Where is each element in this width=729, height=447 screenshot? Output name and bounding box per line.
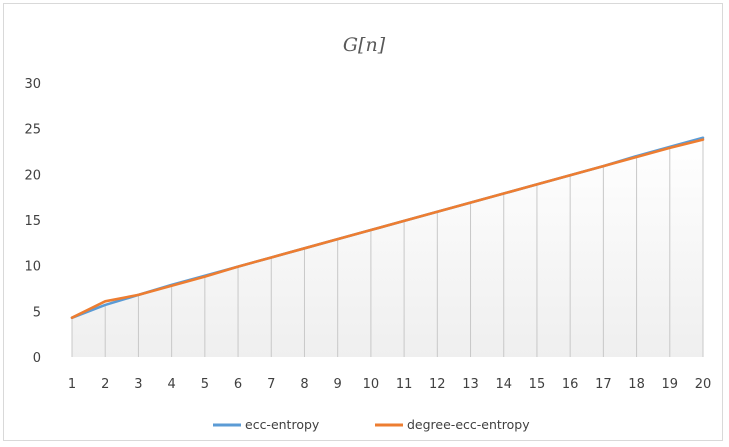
x-tick-label: 7 <box>267 377 275 392</box>
x-tick-label: 6 <box>234 377 242 392</box>
x-tick-label: 20 <box>695 377 712 392</box>
y-tick-label: 15 <box>24 214 41 229</box>
x-tick-label: 18 <box>628 377 645 392</box>
legend-label: ecc-entropy <box>245 417 320 432</box>
x-tick-label: 19 <box>662 377 679 392</box>
y-tick-label: 25 <box>24 123 41 138</box>
series-line-degree-ecc-entropy <box>70 138 705 320</box>
legend-label: degree-ecc-entropy <box>407 417 530 432</box>
chart-frame: G[n] 0 5 10 15 20 25 30 1 2 3 4 5 6 7 8 9 10 11 12 13 14 15 1… <box>3 3 723 441</box>
y-tick-label: 10 <box>24 260 41 275</box>
x-tick-label: 14 <box>495 377 512 392</box>
x-tick-label: 5 <box>201 377 209 392</box>
x-tick-label: 15 <box>529 377 546 392</box>
y-tick-label: 0 <box>33 351 41 366</box>
x-tick-label: 16 <box>562 377 579 392</box>
series-lines <box>70 136 705 320</box>
x-tick-label: 3 <box>134 377 142 392</box>
y-tick-label: 5 <box>33 305 41 320</box>
x-tick-label: 12 <box>429 377 446 392</box>
x-tick-label: 8 <box>300 377 308 392</box>
x-tick-label: 1 <box>68 377 76 392</box>
x-tick-label: 9 <box>334 377 342 392</box>
y-tick-label: 20 <box>24 168 41 183</box>
area-shade <box>72 137 703 357</box>
x-tick-label: 13 <box>462 377 479 392</box>
x-tick-label: 11 <box>396 377 413 392</box>
x-axis-ticks: 1 2 3 4 5 6 7 8 9 10 11 12 13 14 15 16 17 18 19 20 <box>68 377 711 392</box>
y-tick-label: 30 <box>24 77 41 92</box>
x-tick-label: 2 <box>101 377 109 392</box>
legend: ecc-entropy degree-ecc-entropy <box>213 417 530 432</box>
x-tick-label: 4 <box>167 377 175 392</box>
chart-title: G[n] <box>343 34 386 56</box>
drop-lines <box>71 137 704 357</box>
x-tick-label: 10 <box>363 377 380 392</box>
y-axis-ticks: 0 5 10 15 20 25 30 <box>24 77 41 366</box>
x-tick-label: 17 <box>595 377 612 392</box>
